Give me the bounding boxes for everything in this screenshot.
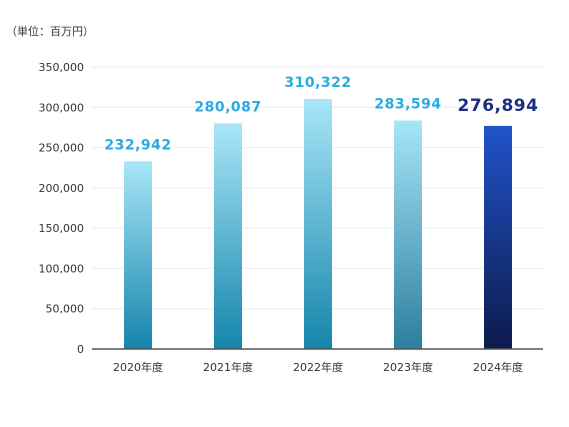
data-labels: 232,942 280,087 310,322 283,594 276,894 (104, 75, 538, 153)
bar-1 (124, 161, 152, 349)
category-label-5: 2024年度 (473, 360, 523, 374)
y-tick-label: 350,000 (39, 61, 85, 74)
y-tick-label: 250,000 (39, 142, 85, 155)
category-label-4: 2023年度 (383, 360, 433, 374)
category-label-2: 2021年度 (203, 360, 253, 374)
bars (124, 98, 512, 350)
y-tick-label: 100,000 (39, 262, 85, 275)
x-axis-categories: 2020年度 2021年度 2022年度 2023年度 2024年度 (113, 360, 523, 374)
y-tick-label: 50,000 (46, 303, 85, 316)
bar-2 (214, 123, 242, 350)
bar-5 (484, 125, 512, 349)
y-tick-label: 200,000 (39, 182, 85, 195)
category-label-1: 2020年度 (113, 360, 163, 374)
bar-3 (304, 98, 332, 349)
y-tick-label: 0 (77, 343, 84, 356)
data-label-4: 283,594 (374, 97, 441, 113)
unit-label: （単位：百万円） (6, 24, 94, 38)
data-label-5: 276,894 (458, 96, 539, 116)
y-tick-label: 300,000 (39, 101, 85, 114)
data-label-2: 280,087 (194, 99, 261, 115)
category-label-3: 2022年度 (293, 360, 343, 374)
y-axis-ticks: 0 50,000 100,000 150,000 200,000 250,000 300,0… (39, 61, 85, 356)
bar-4 (394, 120, 422, 349)
y-tick-label: 150,000 (39, 222, 85, 235)
data-label-3: 310,322 (284, 75, 351, 91)
data-label-1: 232,942 (104, 137, 171, 153)
